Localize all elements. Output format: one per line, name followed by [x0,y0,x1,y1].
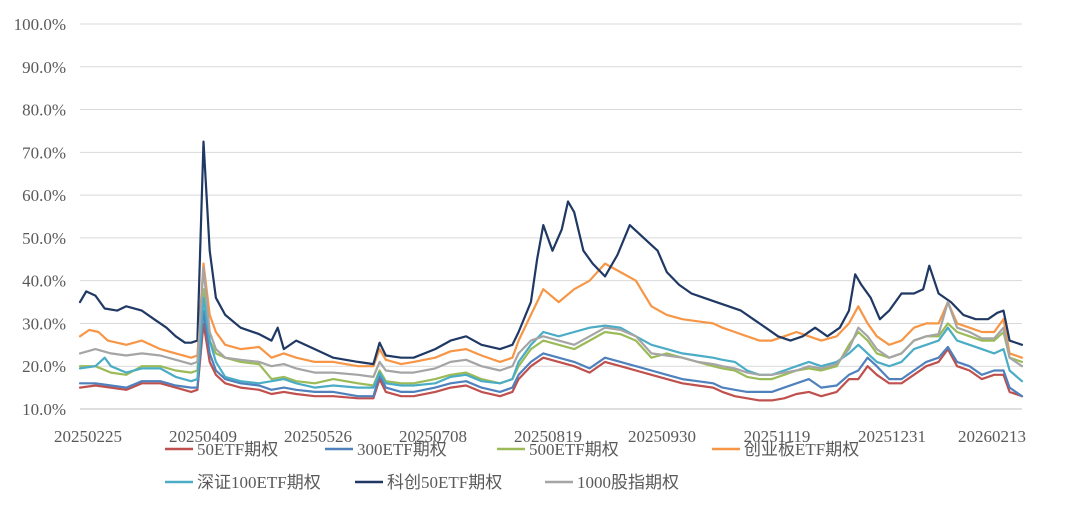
legend-label: 1000股指期权 [577,473,679,492]
y-tick-label: 80.0% [22,101,66,120]
x-tick-label: 20250930 [628,427,696,446]
y-tick-label: 50.0% [22,229,66,248]
series-line-4 [78,296,1024,389]
series-line-0 [78,322,1024,402]
x-tick-label: 20260213 [958,427,1026,446]
legend-label: 500ETF期权 [529,440,619,459]
y-tick-label: 60.0% [22,186,66,205]
y-tick-label: 70.0% [22,143,66,162]
y-tick-label: 100.0% [14,15,66,34]
legend-label: 深证100ETF期权 [197,473,321,492]
series-line-1 [78,309,1024,398]
x-tick-label: 20251231 [858,427,926,446]
series-line-5 [78,140,1024,366]
x-tick-label: 20250708 [399,427,467,446]
series-lines [78,140,1024,402]
y-tick-label: 20.0% [22,357,66,376]
legend: 50ETF期权 300ETF期权 500ETF期权 创业板ETF期权深证100ETF期… [165,440,859,492]
legend-label: 50ETF期权 [197,440,278,459]
x-tick-label: 20250225 [54,427,122,446]
legend-label: 科创50ETF期权 [387,473,502,492]
x-axis-ticks: 20250225 20250409 20250526 20250708 20250819… [54,427,1026,446]
y-tick-label: 90.0% [22,58,66,77]
y-tick-label: 40.0% [22,272,66,291]
series-line-3 [78,262,1024,368]
y-axis-ticks: 10.0% 20.0% 30.0% 40.0% 50.0% 60.0% 70.0% 80.0%… [14,15,66,419]
y-tick-label: 10.0% [22,400,66,419]
x-tick-label: 20250409 [169,427,237,446]
series-line-6 [78,266,1024,378]
y-tick-label: 30.0% [22,314,66,333]
legend-label: 300ETF期权 [357,440,447,459]
legend-label: 创业板ETF期权 [744,440,859,459]
x-tick-label: 20251119 [744,427,811,446]
x-tick-label: 20250819 [514,427,582,446]
x-tick-label: 20250526 [284,427,352,446]
